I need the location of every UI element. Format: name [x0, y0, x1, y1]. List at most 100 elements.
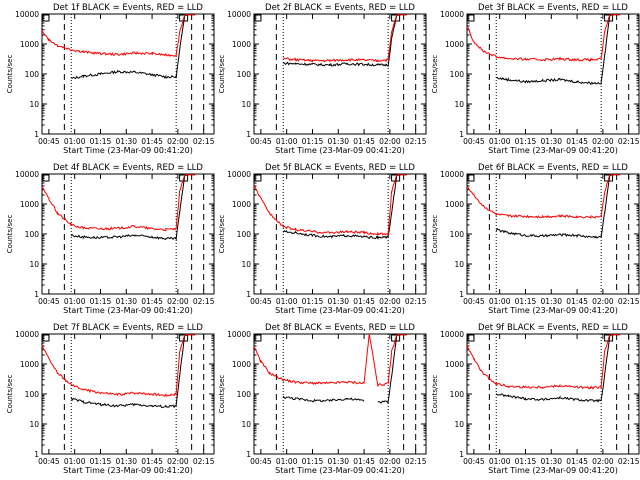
y-tick-label: 1000	[445, 360, 464, 369]
x-tick-label: 02:00	[379, 297, 401, 306]
y-tick-label: 100	[237, 390, 252, 399]
lld-series-line	[466, 334, 621, 390]
x-tick-label: 01:45	[353, 457, 375, 466]
x-tick-label: 02:00	[167, 457, 189, 466]
chart-panel: Det 2f BLACK = Events, RED = LLD 1 10 100 10…	[218, 3, 427, 155]
y-tick-label: 100	[450, 230, 465, 239]
x-tick-label: 01:15	[90, 457, 112, 466]
x-tick-label: 01:45	[566, 457, 588, 466]
x-tick-label: 01:00	[276, 457, 298, 466]
chart-title: Det 7f BLACK = Events, RED = LLD	[53, 323, 203, 333]
x-tick-label: 01:00	[276, 297, 298, 306]
x-tick-label: 01:45	[353, 297, 375, 306]
y-tick-label: 1	[34, 450, 39, 459]
x-tick-label: 01:30	[115, 137, 137, 146]
corner-box	[604, 334, 614, 342]
chart-panel: Det 6f BLACK = Events, RED = LLD 1 10 100 10…	[431, 163, 640, 315]
y-axis-label: Counts/sec	[218, 55, 226, 94]
x-tick-label: 02:00	[379, 137, 401, 146]
y-tick-label: 10000	[227, 330, 251, 339]
events-series-line	[71, 14, 196, 80]
x-tick-label: 01:30	[327, 297, 349, 306]
lld-series-line	[466, 174, 621, 219]
y-tick-label: 1	[34, 290, 39, 299]
y-tick-label: 100	[25, 390, 40, 399]
y-tick-label: 10000	[15, 170, 39, 179]
x-axis-label: Start Time (23-Mar-09 00:41:20)	[488, 466, 618, 475]
y-tick-label: 1000	[20, 200, 39, 209]
x-axis-label: Start Time (23-Mar-09 00:41:20)	[488, 306, 618, 315]
corner-box	[42, 14, 50, 22]
y-axis-label: Counts/sec	[431, 215, 439, 254]
chart-panel: Det 3f BLACK = Events, RED = LLD 1 10 100 10…	[431, 3, 640, 155]
chart-title: Det 9f BLACK = Events, RED = LLD	[478, 323, 628, 333]
y-tick-label: 1	[459, 130, 464, 139]
y-tick-label: 10	[454, 260, 464, 269]
x-tick-label: 02:15	[405, 457, 427, 466]
y-tick-label: 10	[241, 100, 251, 109]
y-tick-label: 1	[246, 290, 251, 299]
chart-panel: Det 7f BLACK = Events, RED = LLD 1 10 100 10…	[6, 323, 215, 475]
y-axis-label: Counts/sec	[6, 55, 14, 94]
x-tick-label: 01:00	[489, 297, 511, 306]
y-tick-label: 10	[241, 420, 251, 429]
y-tick-label: 10000	[227, 10, 251, 19]
events-series-line	[495, 334, 621, 403]
plot-frame	[253, 13, 427, 135]
x-tick-label: 01:15	[515, 137, 537, 146]
x-tick-label: 01:45	[141, 457, 163, 466]
chart-panel: Det 1f BLACK = Events, RED = LLD 1 10 100 10…	[6, 3, 215, 155]
lld-series-line	[41, 14, 196, 58]
chart-panel: Det 5f BLACK = Events, RED = LLD 1 10 100 10…	[218, 163, 427, 315]
x-tick-label: 00:45	[250, 457, 272, 466]
x-tick-label: 02:15	[618, 457, 640, 466]
chart-title: Det 2f BLACK = Events, RED = LLD	[265, 3, 415, 13]
lld-series-line	[253, 174, 408, 236]
x-tick-label: 01:00	[64, 457, 86, 466]
chart-panel: Det 4f BLACK = Events, RED = LLD 1 10 100 10…	[6, 163, 215, 315]
corner-box	[467, 14, 475, 22]
chart-title: Det 1f BLACK = Events, RED = LLD	[53, 3, 203, 13]
y-tick-label: 10	[454, 100, 464, 109]
x-tick-label: 01:00	[276, 137, 298, 146]
y-tick-label: 100	[237, 230, 252, 239]
plot-frame	[41, 13, 215, 135]
x-tick-label: 00:45	[463, 457, 485, 466]
corner-box	[42, 334, 50, 342]
x-tick-label: 02:00	[167, 297, 189, 306]
y-tick-label: 10000	[440, 170, 464, 179]
x-tick-label: 01:30	[540, 457, 562, 466]
x-tick-label: 01:30	[115, 457, 137, 466]
x-tick-label: 01:30	[327, 137, 349, 146]
x-tick-label: 01:45	[141, 137, 163, 146]
events-series-line	[495, 174, 621, 239]
x-tick-label: 02:15	[618, 297, 640, 306]
events-series-line	[70, 174, 196, 241]
y-axis-label: Counts/sec	[431, 375, 439, 414]
chart-panel: Det 8f BLACK = Events, RED = LLD 1 10 100 10…	[218, 323, 427, 475]
y-tick-label: 1000	[20, 40, 39, 49]
y-tick-label: 10	[29, 260, 39, 269]
y-tick-label: 100	[25, 230, 40, 239]
x-tick-label: 01:30	[540, 137, 562, 146]
y-tick-label: 1000	[445, 200, 464, 209]
x-tick-label: 02:00	[592, 137, 614, 146]
corner-box	[467, 174, 475, 182]
plot-frame	[466, 333, 640, 455]
x-tick-label: 02:00	[592, 457, 614, 466]
chart-title: Det 8f BLACK = Events, RED = LLD	[265, 323, 415, 333]
x-tick-label: 01:00	[489, 457, 511, 466]
y-tick-label: 1	[459, 450, 464, 459]
x-tick-label: 01:00	[489, 137, 511, 146]
x-tick-label: 00:45	[38, 137, 60, 146]
x-tick-label: 02:00	[379, 457, 401, 466]
events-series-line	[283, 14, 408, 67]
x-tick-label: 01:30	[115, 297, 137, 306]
x-tick-label: 00:45	[463, 137, 485, 146]
x-tick-label: 01:00	[64, 297, 86, 306]
y-tick-label: 1000	[20, 360, 39, 369]
x-tick-label: 01:15	[515, 457, 537, 466]
corner-box	[42, 174, 50, 182]
y-tick-label: 1000	[232, 200, 251, 209]
y-axis-label: Counts/sec	[6, 215, 14, 254]
